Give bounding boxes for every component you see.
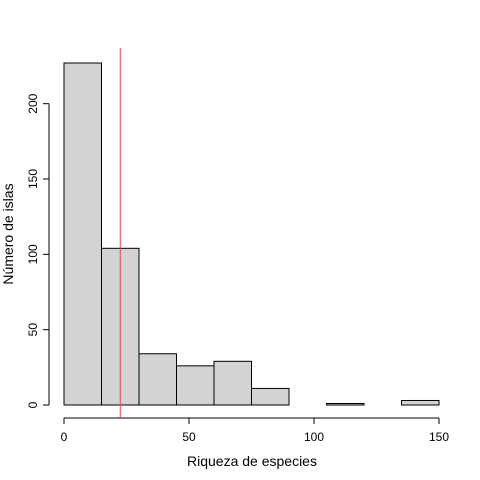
y-tick-label: 100	[26, 244, 40, 264]
histogram-bar	[251, 387, 290, 406]
histogram-bar	[326, 402, 365, 406]
histogram-bars	[63, 62, 440, 406]
x-axis: 0 50 100 150	[61, 417, 449, 444]
y-tick-label: 50	[26, 323, 40, 337]
y-axis-label: Número de islas	[0, 183, 16, 284]
x-tick-label: 0	[61, 430, 68, 444]
x-tick-label: 100	[304, 430, 324, 444]
y-tick-label: 150	[26, 169, 40, 189]
x-tick-label: 50	[182, 430, 196, 444]
histogram-bar	[176, 365, 215, 406]
y-axis: 0 50 100 150 200	[26, 93, 50, 408]
x-axis-label: Riqueza de especies	[187, 453, 317, 469]
x-tick-label: 150	[429, 430, 449, 444]
histogram-bar	[401, 399, 440, 406]
histogram-bar	[138, 353, 177, 406]
histogram-bar	[213, 360, 252, 406]
histogram-bar	[63, 62, 102, 406]
y-tick-label: 200	[26, 93, 40, 113]
y-tick-label: 0	[26, 401, 40, 408]
